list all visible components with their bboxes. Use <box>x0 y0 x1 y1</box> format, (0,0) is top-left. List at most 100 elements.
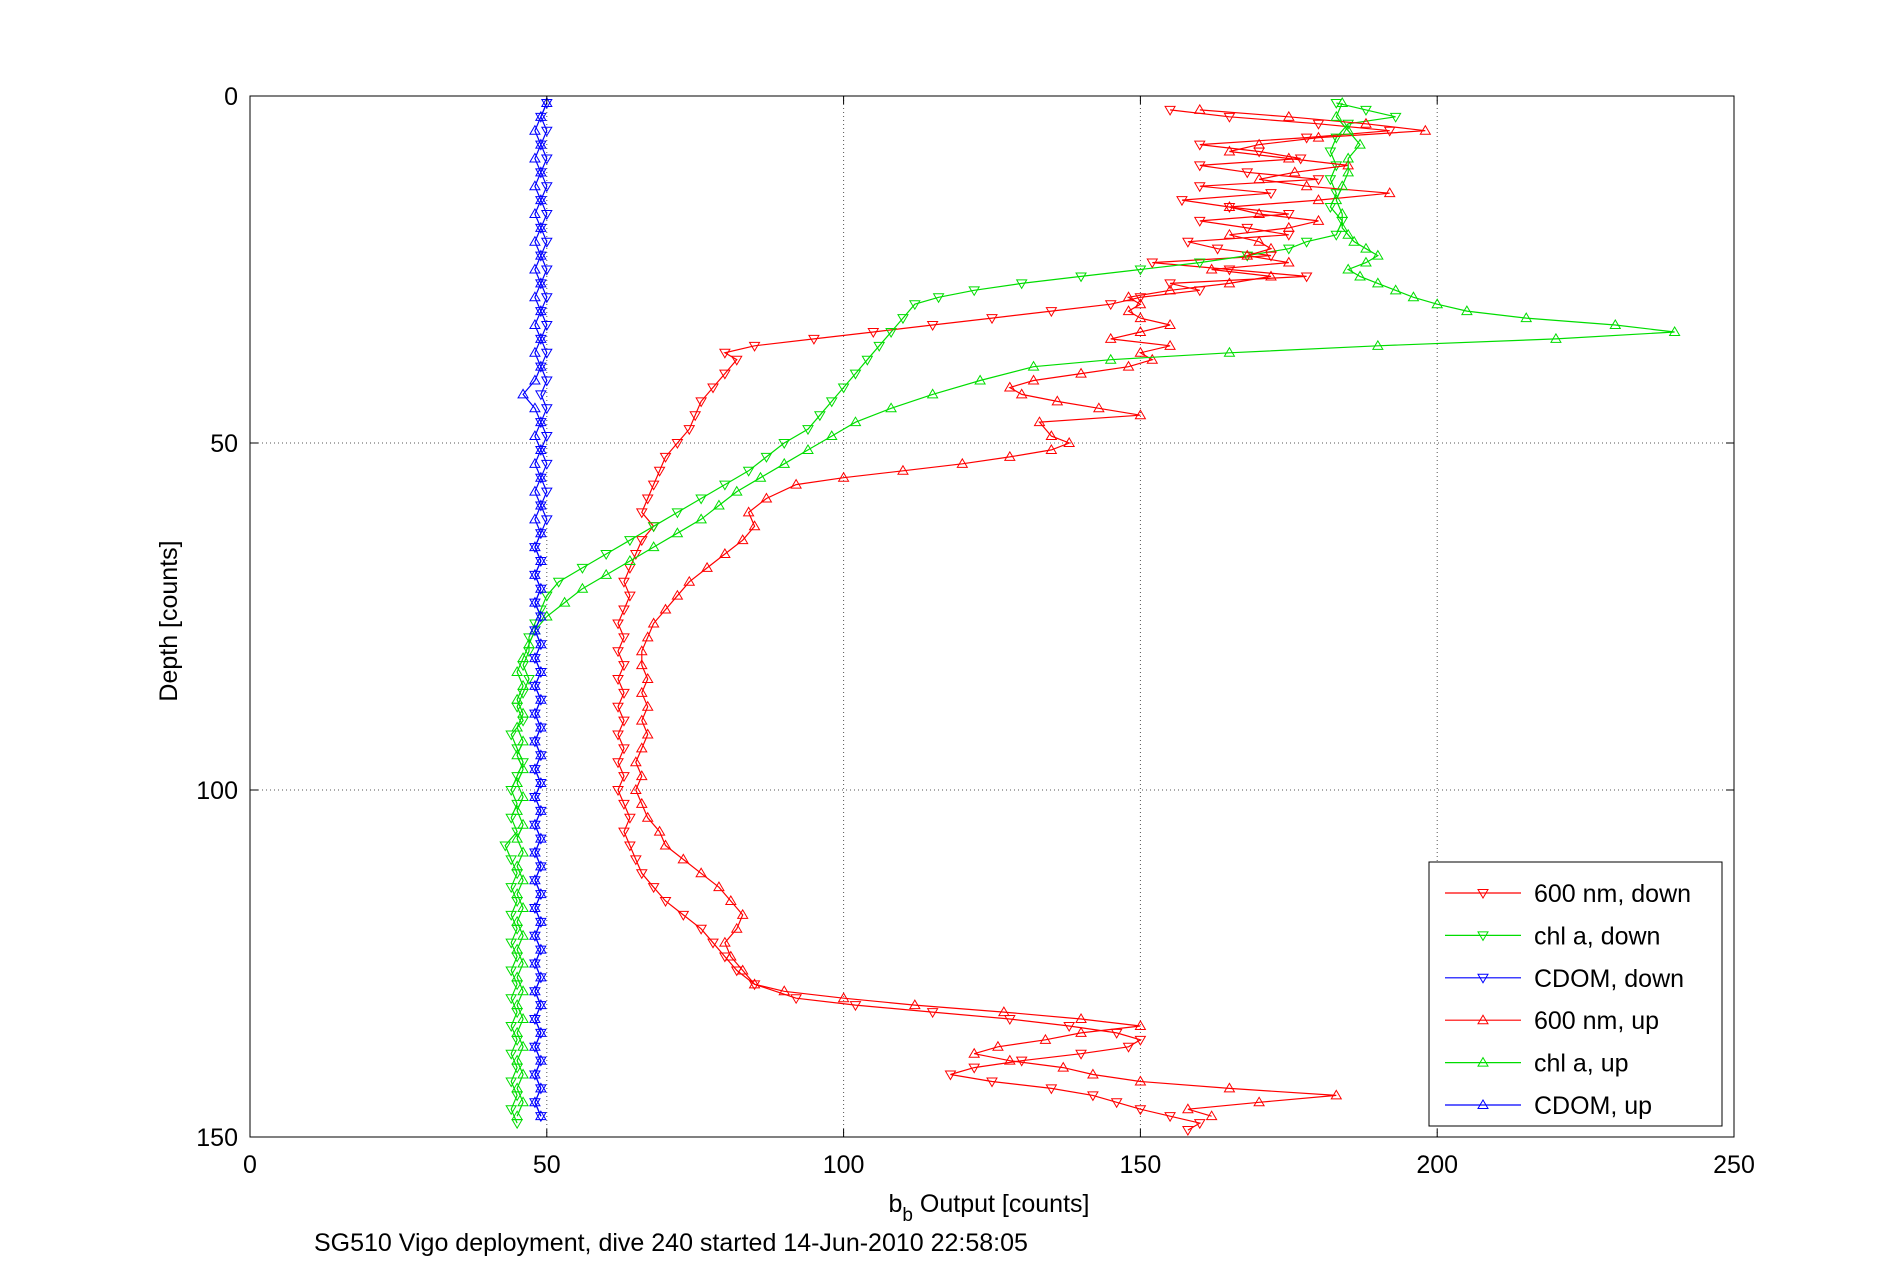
data-point <box>505 938 518 949</box>
data-point <box>944 1070 957 1081</box>
legend-label: 600 nm, down <box>1534 880 1691 908</box>
data-point <box>629 756 642 767</box>
data-point <box>534 695 547 706</box>
data-point <box>618 605 630 616</box>
data-point <box>997 1006 1010 1017</box>
plot-frame <box>249 95 1735 1138</box>
data-point <box>701 561 713 572</box>
data-point <box>968 1063 981 1074</box>
data-point <box>529 1098 541 1109</box>
data-point <box>534 529 547 540</box>
x-axis-label-subscript: b <box>902 1205 913 1226</box>
data-point <box>529 707 541 718</box>
data-point <box>618 716 630 727</box>
data-point <box>641 672 654 683</box>
data-point <box>635 742 648 753</box>
data-point <box>1003 450 1016 461</box>
data-point <box>1241 249 1254 260</box>
data-point <box>1342 152 1355 163</box>
data-point <box>1253 1096 1265 1107</box>
data-point <box>802 425 814 436</box>
data-point <box>635 869 648 880</box>
data-point <box>529 235 541 246</box>
data-point <box>511 693 523 704</box>
data-point <box>719 369 731 380</box>
data-point <box>1282 152 1295 163</box>
data-point <box>540 432 553 443</box>
data-point <box>624 841 636 852</box>
data-point <box>1134 298 1147 309</box>
data-point <box>534 832 547 843</box>
data-point <box>1193 258 1206 269</box>
data-point <box>748 978 761 989</box>
data-point <box>534 610 547 621</box>
data-point <box>1134 1035 1147 1046</box>
data-point <box>505 730 518 741</box>
data-point <box>1342 166 1355 177</box>
data-point <box>529 1068 541 1079</box>
data-point <box>529 291 541 302</box>
data-point <box>618 661 630 672</box>
data-point <box>529 124 541 135</box>
data-point <box>529 1015 541 1026</box>
data-point <box>932 293 945 304</box>
data-point <box>511 777 523 788</box>
data-point <box>534 862 547 873</box>
data-point <box>736 964 749 975</box>
data-point <box>534 418 547 429</box>
data-point <box>671 589 684 600</box>
data-point <box>511 1054 523 1065</box>
data-point <box>1668 325 1681 336</box>
data-point <box>1164 279 1176 290</box>
data-point <box>677 853 690 864</box>
data-point <box>1336 180 1349 191</box>
data-point <box>529 654 541 665</box>
data-point <box>1104 332 1117 343</box>
data-point <box>540 404 553 415</box>
data-point <box>1122 360 1135 371</box>
data-point <box>1223 346 1236 357</box>
data-point <box>1330 1089 1343 1100</box>
data-point <box>1253 207 1265 218</box>
data-point <box>529 931 541 942</box>
data-point <box>1223 277 1236 288</box>
data-point <box>612 647 624 658</box>
data-point <box>529 820 541 831</box>
data-point <box>647 522 660 533</box>
data-point <box>529 626 541 637</box>
data-point <box>534 166 547 177</box>
data-point <box>511 971 523 982</box>
data-point <box>1324 203 1337 214</box>
data-point <box>511 666 523 677</box>
data-point <box>517 1013 529 1024</box>
data-point <box>671 439 684 449</box>
data-point <box>1134 265 1147 276</box>
data-point <box>1003 1054 1016 1065</box>
data-point <box>1354 270 1366 281</box>
data-point <box>778 985 791 996</box>
chart-caption: SG510 Vigo deployment, dive 240 started … <box>314 1229 1028 1257</box>
data-point <box>529 709 541 720</box>
data-point <box>1342 119 1355 130</box>
legend-swatch-marker <box>1477 889 1489 899</box>
data-point <box>540 154 553 165</box>
data-point <box>1164 339 1176 350</box>
data-point <box>534 1056 547 1067</box>
series-6 <box>517 96 553 1121</box>
data-point <box>849 369 862 380</box>
data-point <box>529 818 541 829</box>
series-4 <box>629 103 1432 1121</box>
data-point <box>1330 230 1343 241</box>
data-point <box>529 568 541 579</box>
data-point <box>534 638 547 649</box>
legend-swatch-marker <box>1477 1056 1489 1067</box>
data-point <box>1122 305 1135 316</box>
data-point <box>719 348 731 359</box>
data-point <box>1282 209 1295 220</box>
data-point <box>529 959 541 970</box>
data-point <box>529 1013 541 1024</box>
data-point <box>540 348 553 359</box>
data-point <box>505 994 518 1005</box>
data-point <box>742 466 755 477</box>
data-point <box>612 702 624 713</box>
